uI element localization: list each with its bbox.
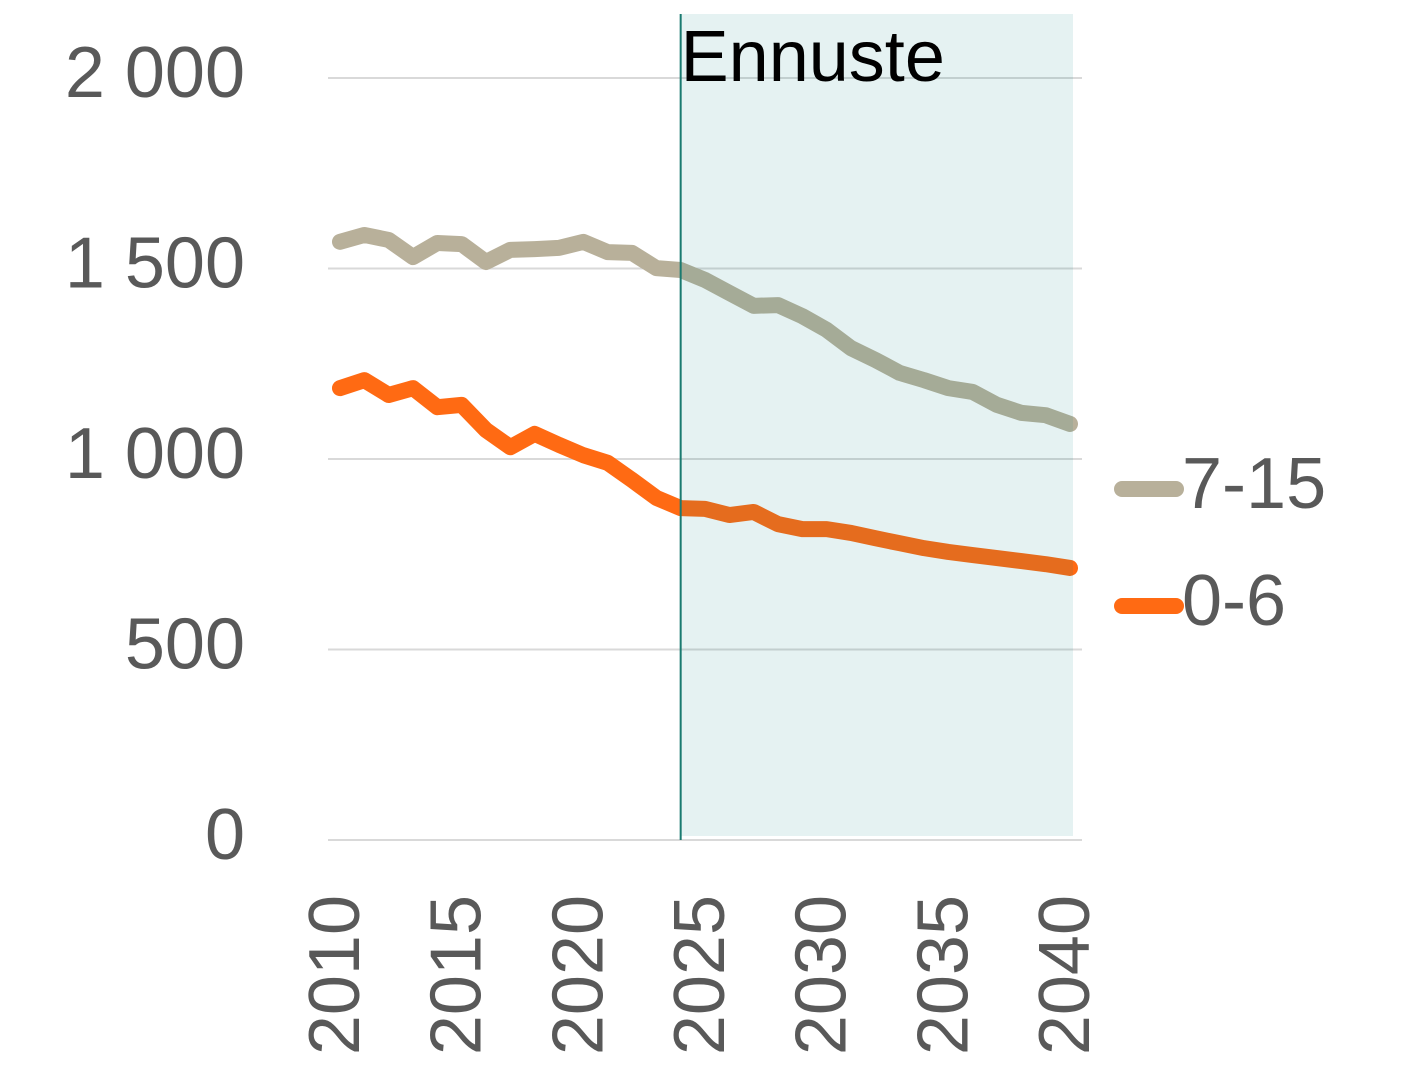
annotation: Ennuste [681,17,945,97]
forecast-region [680,14,1073,836]
y-tick-label: 1 000 [65,414,245,494]
legend-label: 7-15 [1182,444,1326,524]
x-tick-label: 2020 [538,895,618,1055]
series-line [332,372,1078,576]
y-tick-label: 500 [125,605,245,685]
x-tick-label: 2025 [660,895,740,1055]
x-tick-label: 2035 [903,895,983,1055]
y-tick-label: 2 000 [65,33,245,113]
series-line [332,226,1078,432]
x-tick-label: 2030 [782,895,862,1055]
x-tick-label: 2010 [295,895,375,1055]
overlay: 7-15 0-6 Ennuste [679,14,1326,840]
legend-label: 0-6 [1182,561,1286,641]
y-tick-label: 0 [205,795,245,875]
x-tick-label: 2015 [417,895,497,1055]
y-tick-label: 1 500 [65,224,245,304]
x-tick-label: 2040 [1025,895,1105,1055]
lines [332,226,1078,576]
grid: 0 500 1 000 1 500 2 000 2010 2015 2020 2025 2030 2… [65,33,1105,1055]
